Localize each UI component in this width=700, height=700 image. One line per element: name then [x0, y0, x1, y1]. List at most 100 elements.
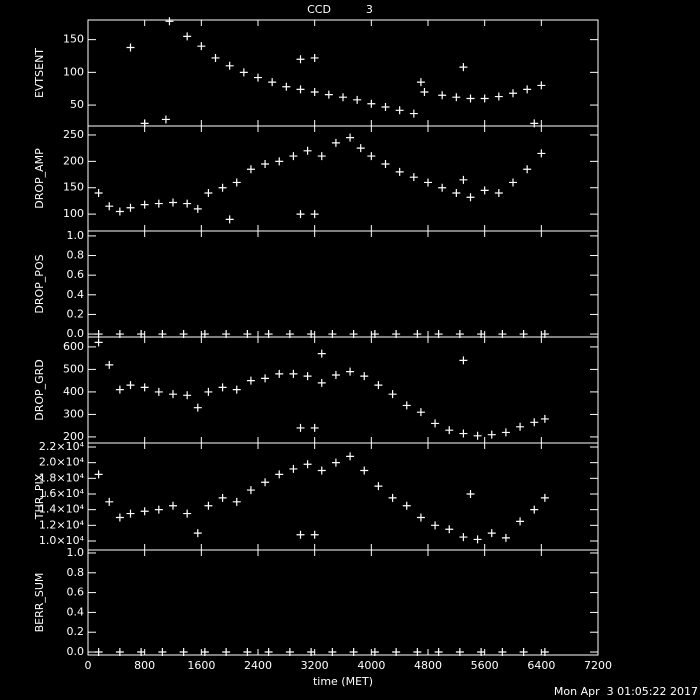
y-axis-label: THR_PIX: [33, 473, 46, 520]
plus-marker: [137, 648, 146, 657]
plus-marker: [154, 387, 163, 396]
plus-marker: [501, 428, 510, 437]
plus-marker: [331, 458, 340, 467]
plus-marker: [494, 92, 503, 101]
plus-marker: [455, 648, 464, 657]
plus-marker: [466, 489, 475, 498]
plus-marker: [540, 414, 549, 423]
plus-marker: [303, 372, 312, 381]
plus-marker: [289, 464, 298, 473]
plus-marker: [204, 189, 213, 198]
plus-marker: [225, 215, 234, 224]
plus-marker: [374, 482, 383, 491]
plus-marker: [523, 165, 532, 174]
plus-marker: [289, 152, 298, 161]
plus-marker: [183, 199, 192, 208]
plus-marker: [296, 210, 305, 219]
plus-marker: [516, 517, 525, 526]
y-tick-label: 1.2×10⁴: [39, 518, 85, 531]
plus-marker: [94, 470, 103, 479]
plus-marker: [409, 109, 418, 118]
y-tick-label: 250: [63, 128, 84, 141]
plus-marker: [222, 648, 231, 657]
plus-marker: [243, 648, 252, 657]
plus-marker: [409, 173, 418, 182]
plus-marker: [452, 189, 461, 198]
plus-marker: [445, 426, 454, 435]
plus-marker: [501, 533, 510, 542]
plus-marker: [310, 87, 319, 96]
plus-marker: [296, 423, 305, 432]
y-tick-label: 150: [63, 181, 84, 194]
plus-marker: [289, 369, 298, 378]
plus-marker: [353, 95, 362, 104]
plus-marker: [197, 42, 206, 51]
plus-marker: [200, 648, 209, 657]
y-tick-label: 200: [63, 430, 84, 443]
plus-marker: [94, 338, 103, 347]
plus-marker: [445, 525, 454, 534]
plus-marker: [370, 648, 379, 657]
plus-marker: [349, 648, 358, 657]
plus-marker: [459, 356, 468, 365]
x-tick-label: 4800: [414, 659, 442, 672]
plus-marker: [434, 648, 443, 657]
y-axis-label: DROP_AMP: [33, 148, 46, 209]
plus-marker: [115, 648, 124, 657]
x-tick-label: 6400: [527, 659, 555, 672]
plus-marker: [477, 648, 486, 657]
plus-marker: [303, 460, 312, 469]
y-axis-label: BERR_SUM: [33, 573, 46, 633]
plus-marker: [296, 55, 305, 64]
plus-marker: [328, 648, 337, 657]
plus-marker: [356, 144, 365, 153]
y-tick-label: 1.6×10⁴: [39, 487, 85, 500]
plus-marker: [126, 203, 135, 212]
plus-marker: [264, 648, 273, 657]
plus-marker: [416, 513, 425, 522]
y-tick-label: 200: [63, 154, 84, 167]
plus-marker: [239, 68, 248, 77]
plus-marker: [509, 178, 517, 187]
plus-marker: [374, 381, 383, 390]
y-tick-label: 300: [63, 407, 84, 420]
plus-marker: [193, 529, 202, 538]
plus-marker: [275, 157, 284, 166]
y-tick-label: 400: [63, 385, 84, 398]
plus-marker: [438, 183, 447, 192]
plus-marker: [218, 383, 227, 392]
plus-marker: [466, 94, 475, 103]
plus-marker: [540, 493, 549, 502]
plus-marker: [105, 360, 114, 369]
panel-frame: [87, 549, 599, 656]
y-tick-label: 1.8×10⁴: [39, 471, 85, 484]
plus-marker: [282, 82, 291, 91]
y-tick-label: 0.8: [67, 249, 85, 262]
plus-marker: [165, 17, 174, 26]
plus-marker: [459, 175, 468, 184]
plus-marker: [519, 648, 528, 657]
y-tick-label: 0.2: [67, 625, 85, 638]
y-tick-label: 150: [63, 33, 84, 46]
plus-marker: [346, 452, 355, 461]
plus-marker: [459, 63, 468, 72]
plus-marker: [466, 193, 475, 202]
x-tick-label: 7200: [584, 659, 612, 672]
y-tick-label: 0.0: [67, 645, 85, 658]
chart-title: CCD 3: [307, 3, 373, 16]
plus-marker: [158, 648, 167, 657]
plus-marker: [94, 648, 103, 657]
plus-marker: [346, 367, 355, 376]
plus-marker: [540, 648, 549, 657]
y-tick-label: 0.6: [67, 586, 85, 599]
plus-marker: [154, 505, 163, 514]
plus-marker: [268, 78, 277, 87]
plus-marker: [381, 159, 390, 168]
x-tick-label: 800: [134, 659, 155, 672]
plus-marker: [388, 493, 397, 502]
y-tick-label: 50: [70, 98, 84, 111]
plus-marker: [431, 521, 440, 530]
plus-marker: [459, 533, 468, 542]
y-tick-label: 2.2×10⁴: [39, 440, 85, 453]
plus-marker: [473, 535, 482, 544]
